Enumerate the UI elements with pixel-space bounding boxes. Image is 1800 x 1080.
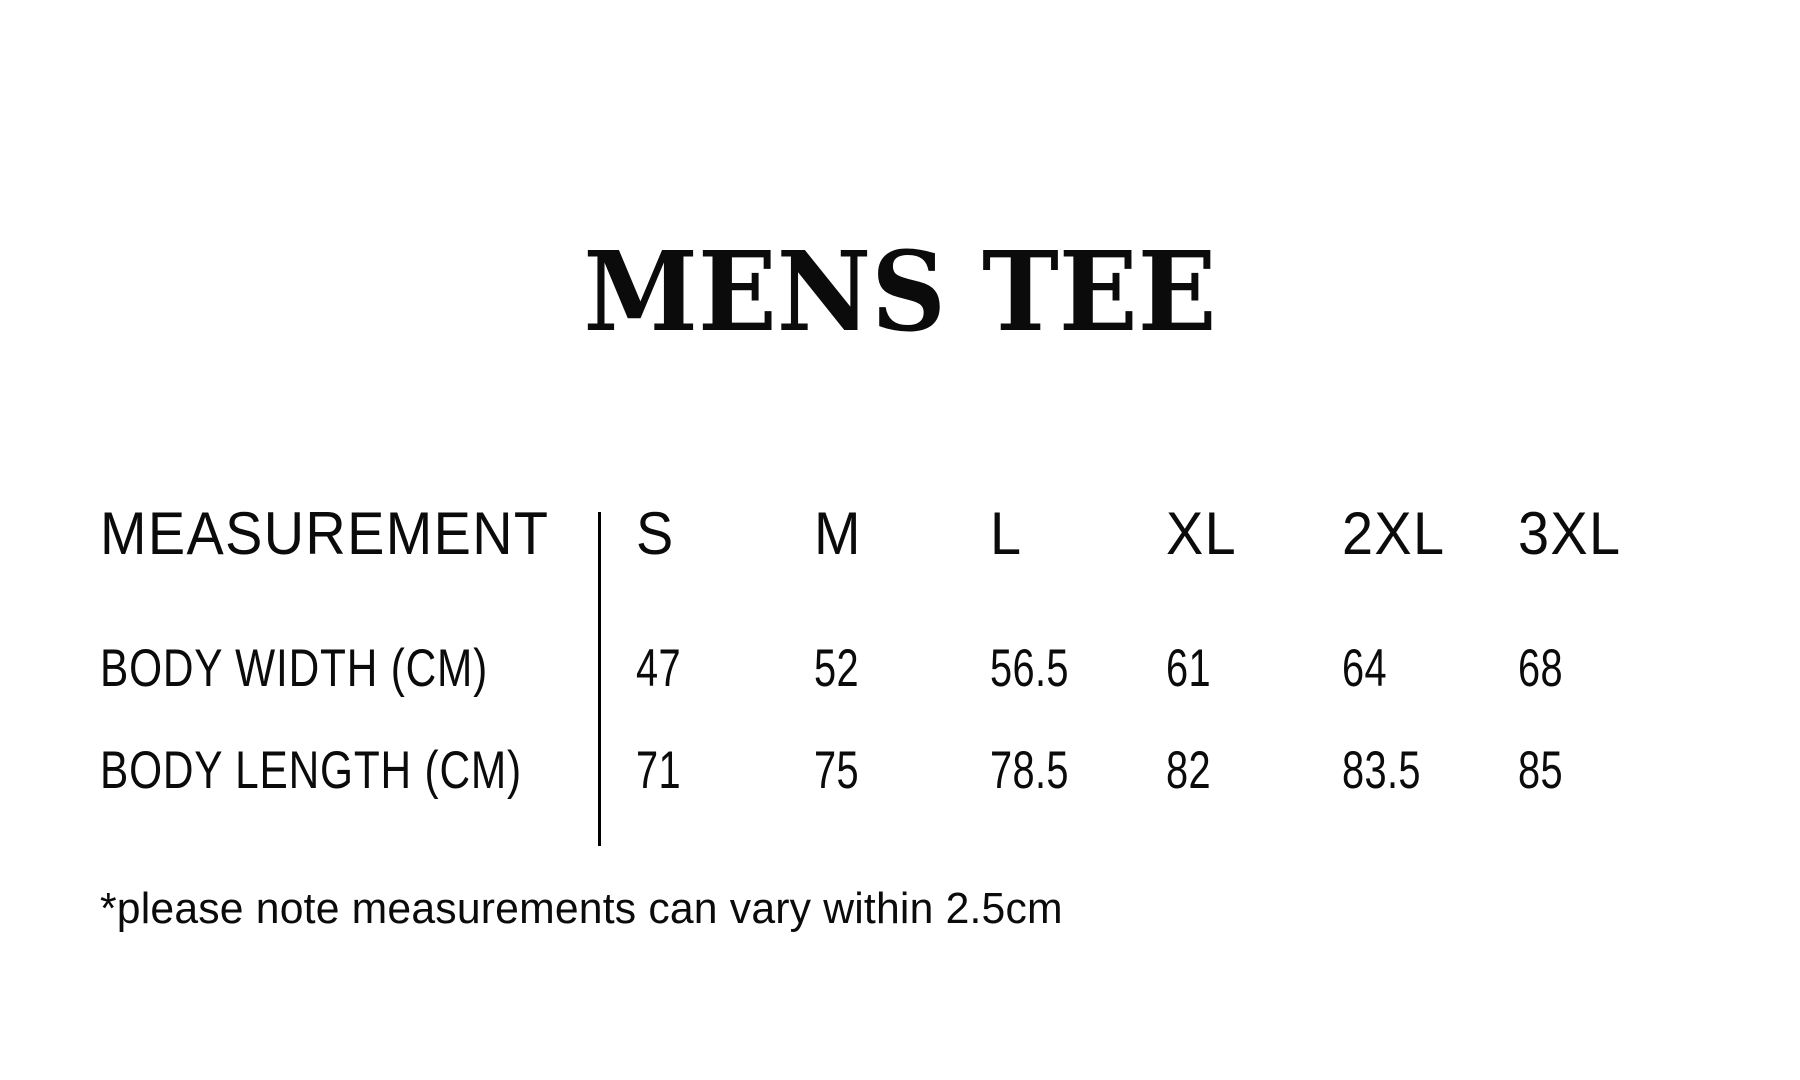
body-length-value-2xl: 83.5	[1342, 741, 1421, 800]
column-header-measurement: MEASUREMENT	[100, 500, 550, 567]
body-width-value-l: 56.5	[990, 639, 1069, 698]
body-width-value-m: 52	[814, 639, 859, 698]
body-width-value-3xl: 68	[1518, 639, 1563, 698]
column-header-size-3xl: 3XL	[1518, 500, 1622, 567]
body-width-value-xl: 61	[1166, 639, 1211, 698]
column-header-size-l: L	[990, 500, 1023, 567]
body-width-value-2xl: 64	[1342, 639, 1387, 698]
body-length-value-xl: 82	[1166, 741, 1211, 800]
row-label-body-width: BODY WIDTH (CM)	[100, 639, 489, 698]
table-row-body-width: BODY WIDTH (CM) 47 52 56.5 61 64 68	[0, 642, 1800, 712]
body-length-value-s: 71	[636, 741, 681, 800]
body-length-value-l: 78.5	[990, 741, 1069, 800]
column-header-size-xl: XL	[1166, 500, 1238, 567]
table-divider-line	[598, 512, 601, 846]
column-header-size-m: M	[814, 500, 862, 567]
body-length-value-m: 75	[814, 741, 859, 800]
page-title: MENS TEE	[583, 227, 1217, 356]
column-header-size-s: S	[636, 500, 675, 567]
body-width-value-s: 47	[636, 639, 681, 698]
row-label-body-length: BODY LENGTH (CM)	[100, 741, 522, 800]
table-row-body-length: BODY LENGTH (CM) 71 75 78.5 82 83.5 85	[0, 744, 1800, 814]
measurement-variance-footnote: *please note measurements can vary withi…	[100, 884, 1063, 933]
body-length-value-3xl: 85	[1518, 741, 1563, 800]
table-header-row: MEASUREMENT S M L XL 2XL 3XL	[0, 504, 1800, 574]
column-header-size-2xl: 2XL	[1342, 500, 1446, 567]
